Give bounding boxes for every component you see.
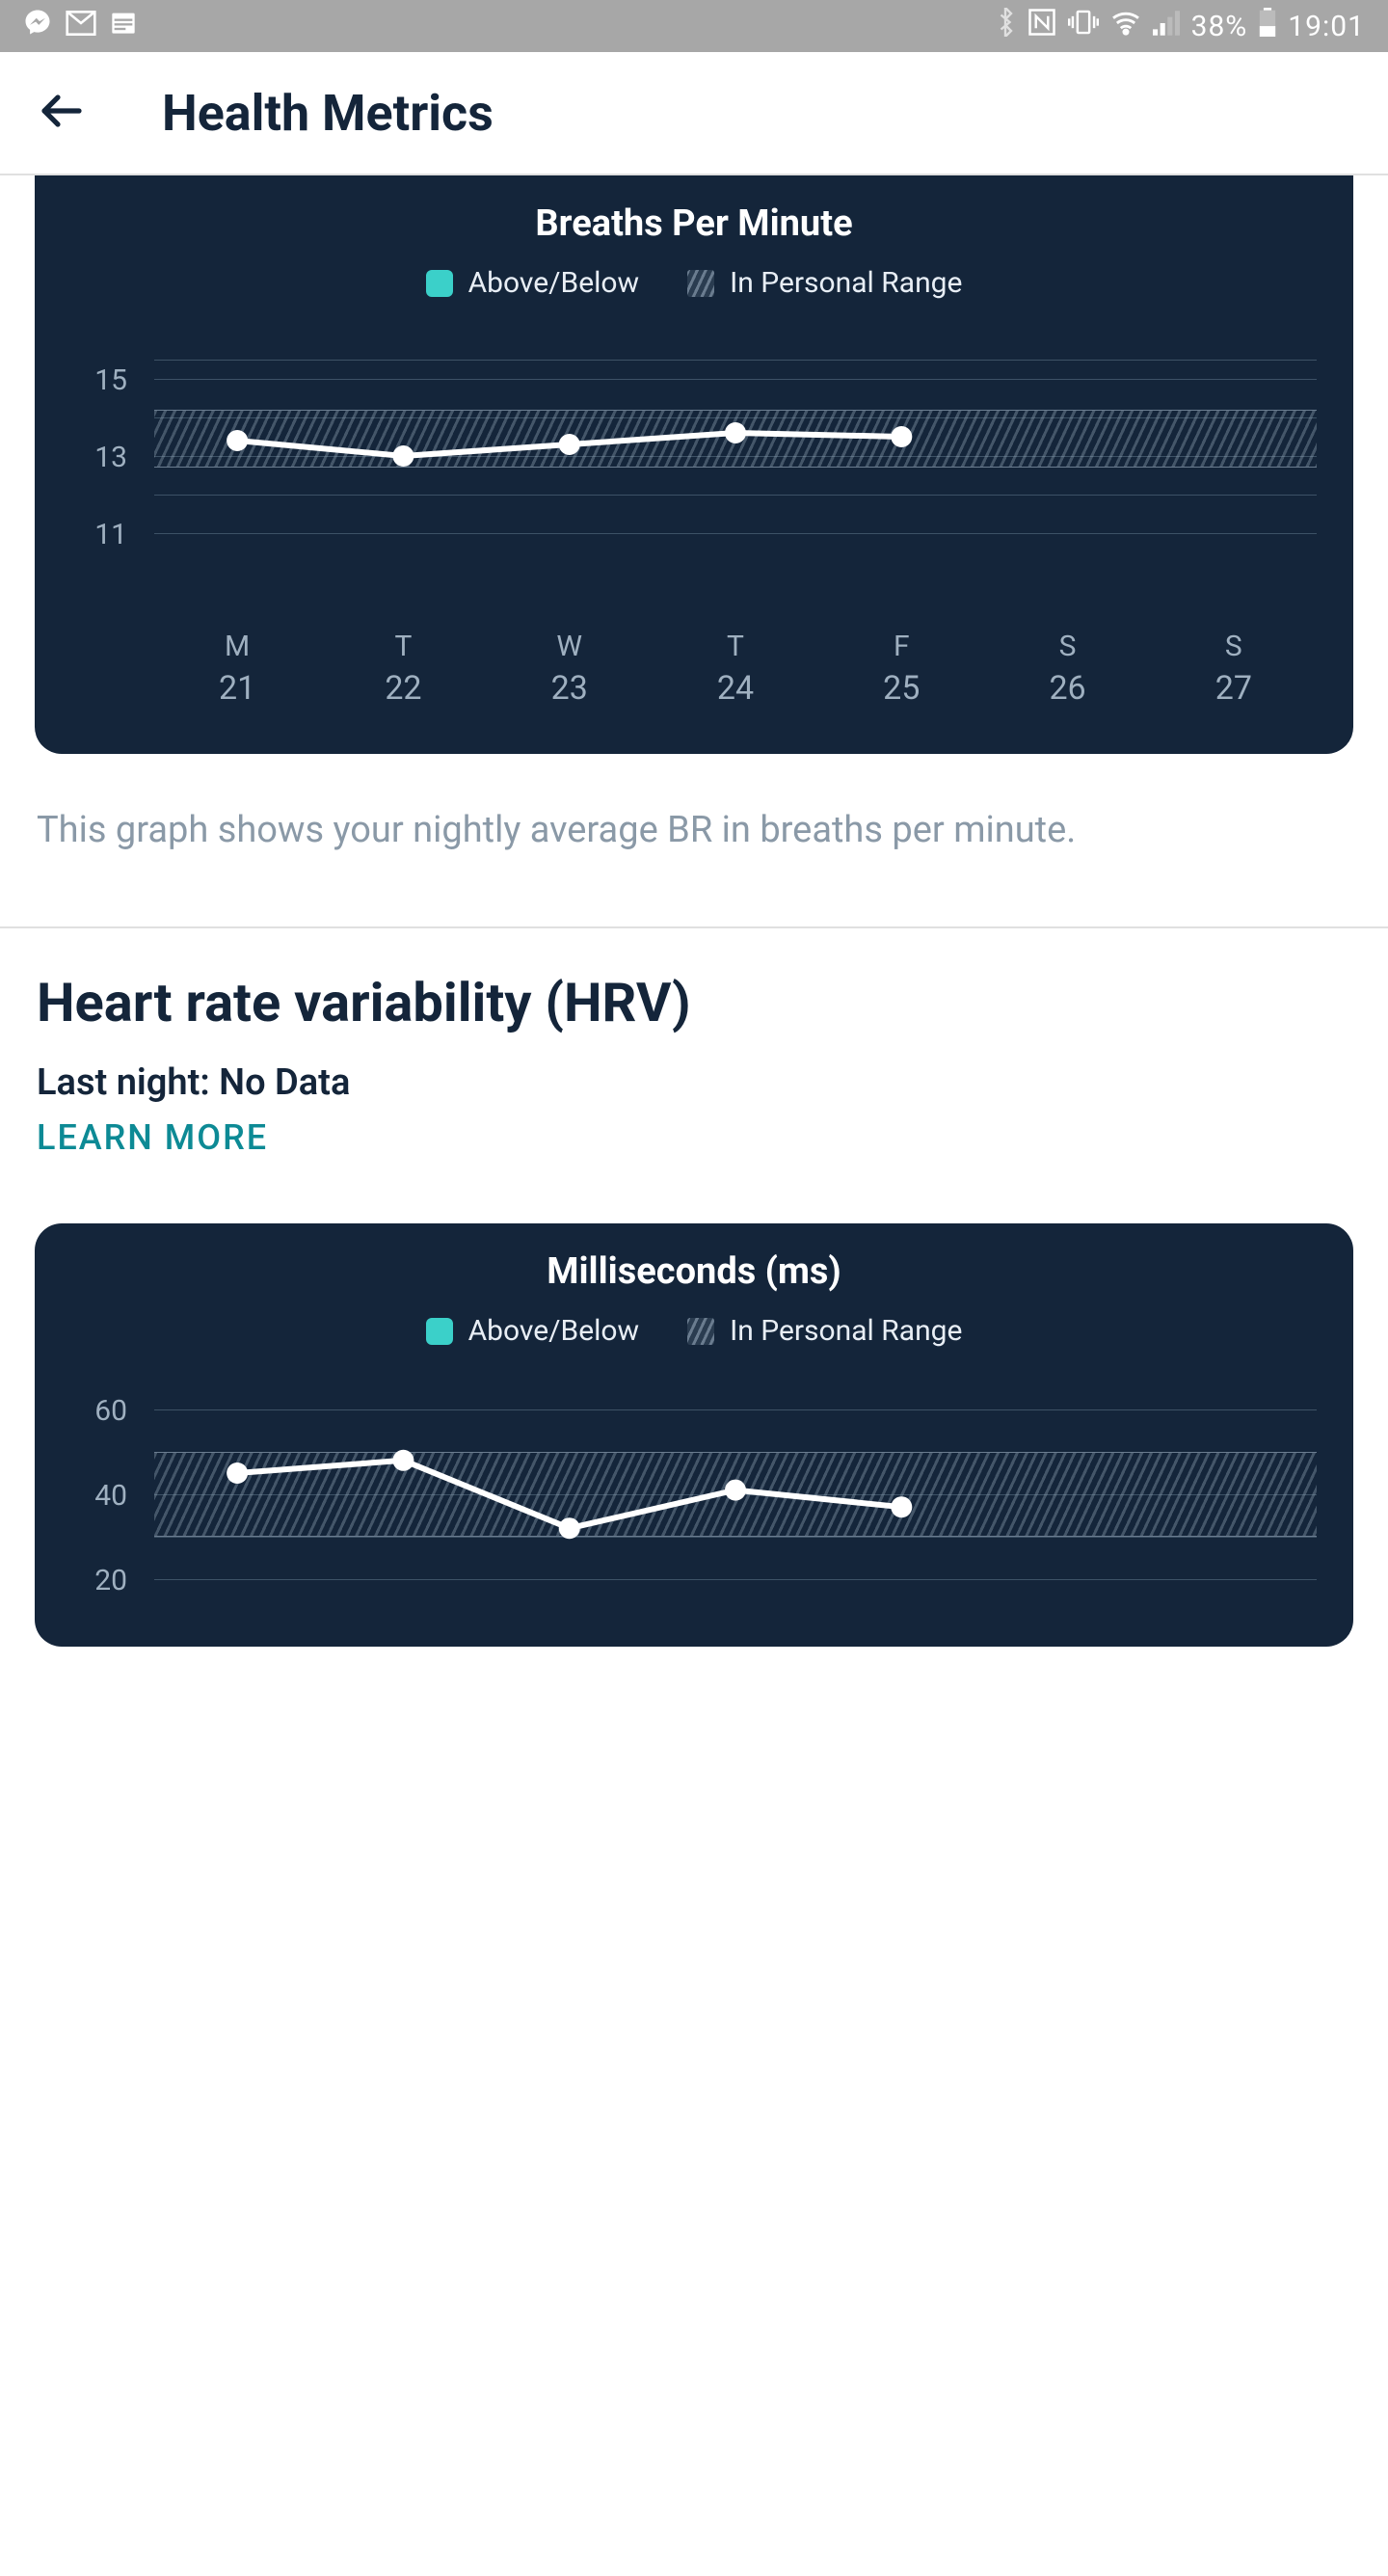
x-tick: S 27: [1151, 630, 1317, 708]
swatch-accent: [426, 270, 453, 297]
x-tick-date: 24: [653, 669, 818, 708]
br-plot-area: [154, 340, 1317, 572]
x-tick: W 23: [487, 630, 653, 708]
y-tick-label: 13: [94, 441, 127, 474]
calendar-icon: [110, 9, 137, 43]
learn-more-link[interactable]: LEARN MORE: [37, 1117, 1351, 1158]
signal-icon: [1153, 10, 1180, 43]
battery-percent: 38%: [1191, 10, 1248, 43]
status-left-icons: [23, 8, 137, 44]
br-chart-body: 15 13 11: [48, 340, 1340, 572]
hrv-title: Heart rate variability (HRV): [37, 971, 1351, 1034]
legend-label: Above/Below: [468, 266, 639, 300]
x-tick-dow: S: [984, 630, 1150, 663]
x-tick-date: 25: [818, 669, 984, 708]
nfc-icon: [1028, 8, 1056, 44]
x-tick-date: 21: [154, 669, 320, 708]
x-tick-date: 26: [984, 669, 1150, 708]
br-y-axis: 15 13 11: [48, 340, 154, 572]
hrv-plot-area: [154, 1388, 1317, 1600]
legend-label: In Personal Range: [730, 266, 962, 300]
br-x-axis: M21T22W23T24F25S26S27: [154, 630, 1317, 708]
legend-label: Above/Below: [468, 1314, 639, 1348]
br-chart-card: Breaths Per Minute Above/Below In Person…: [35, 175, 1353, 754]
android-status-bar: 38% 19:01: [0, 0, 1388, 52]
x-tick-date: 23: [487, 669, 653, 708]
hrv-y-axis: 60 40 20: [48, 1388, 154, 1600]
legend-label: In Personal Range: [730, 1314, 962, 1348]
battery-icon: [1259, 8, 1276, 44]
status-right-icons: 38% 19:01: [995, 8, 1365, 44]
x-tick-dow: S: [1151, 630, 1317, 663]
y-tick-label: 15: [94, 363, 127, 397]
back-button[interactable]: [39, 88, 85, 138]
hrv-chart-title: Milliseconds (ms): [48, 1250, 1340, 1293]
x-tick: S 26: [984, 630, 1150, 708]
x-tick-dow: M: [154, 630, 320, 663]
legend-in-range: In Personal Range: [687, 266, 962, 300]
y-tick-label: 11: [94, 518, 127, 551]
app-header: Health Metrics: [0, 52, 1388, 175]
y-tick-label: 20: [94, 1564, 127, 1597]
hrv-section: Heart rate variability (HRV) Last night:…: [0, 928, 1388, 1193]
x-tick-dow: W: [487, 630, 653, 663]
hrv-legend: Above/Below In Personal Range: [48, 1314, 1340, 1348]
hrv-chart-card: Milliseconds (ms) Above/Below In Persona…: [35, 1223, 1353, 1647]
swatch-accent: [426, 1318, 453, 1345]
x-tick-date: 22: [320, 669, 486, 708]
swatch-hatch: [687, 270, 714, 297]
hrv-chart-body: 60 40 20: [48, 1388, 1340, 1600]
x-tick-dow: F: [818, 630, 984, 663]
x-tick-dow: T: [320, 630, 486, 663]
x-tick: F 25: [818, 630, 984, 708]
data-markers: [154, 340, 1317, 572]
x-tick: T 22: [320, 630, 486, 708]
br-description: This graph shows your nightly average BR…: [0, 754, 1388, 928]
wifi-icon: [1110, 10, 1141, 43]
gmail-icon: [66, 10, 96, 43]
x-tick: M 21: [154, 630, 320, 708]
page-title: Health Metrics: [162, 84, 494, 143]
br-legend: Above/Below In Personal Range: [48, 266, 1340, 300]
legend-in-range: In Personal Range: [687, 1314, 962, 1348]
hrv-subtitle: Last night: No Data: [37, 1061, 1351, 1104]
br-chart-title: Breaths Per Minute: [48, 202, 1340, 245]
clock-time: 19:01: [1288, 10, 1365, 43]
bluetooth-icon: [995, 8, 1016, 44]
data-markers: [154, 1388, 1317, 1600]
x-tick: T 24: [653, 630, 818, 708]
legend-above-below: Above/Below: [426, 266, 639, 300]
x-tick-date: 27: [1151, 669, 1317, 708]
legend-above-below: Above/Below: [426, 1314, 639, 1348]
vibrate-icon: [1068, 9, 1099, 43]
y-tick-label: 40: [94, 1479, 127, 1513]
y-tick-label: 60: [94, 1394, 127, 1428]
swatch-hatch: [687, 1318, 714, 1345]
x-tick-dow: T: [653, 630, 818, 663]
messenger-icon: [23, 8, 52, 44]
